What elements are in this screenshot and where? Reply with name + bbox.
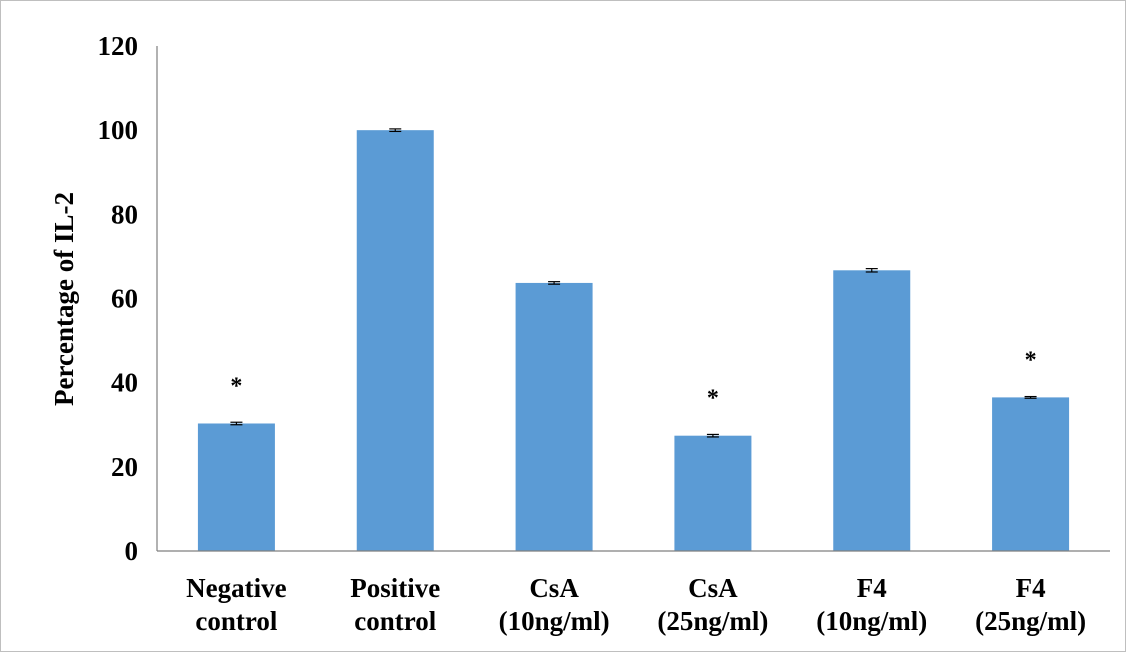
x-tick-label: CsA (25ng/ml) (657, 573, 768, 636)
x-tick-label: F4 (10ng/ml) (816, 573, 927, 636)
significance-asterisk: * (707, 386, 719, 412)
x-tick-label-line: (10ng/ml) (816, 606, 927, 636)
x-tick-label-line: (25ng/ml) (657, 606, 768, 636)
significance-markers: * * * (230, 347, 1036, 411)
axes (156, 46, 1110, 552)
bar (515, 282, 593, 551)
x-tick-label-line: control (195, 606, 277, 636)
significance-asterisk: * (1025, 347, 1037, 373)
significance-asterisk: * (230, 373, 242, 399)
y-tick-label: 20 (111, 452, 138, 482)
bar (674, 435, 752, 551)
x-tick-label-line: F4 (857, 573, 887, 603)
x-tick-label: Positive control (350, 573, 440, 636)
x-tick-label-line: CsA (529, 573, 579, 603)
x-tick-label-line: F4 (1016, 573, 1046, 603)
y-tick-label: 80 (111, 199, 138, 229)
bar (356, 130, 434, 551)
error-bars (230, 128, 1037, 438)
bar (197, 423, 275, 551)
bar (992, 397, 1070, 551)
x-tick-label-line: (10ng/ml) (499, 606, 610, 636)
x-tick-label-line: CsA (688, 573, 738, 603)
x-tick-label-line: Negative (186, 573, 286, 603)
y-tick-label: 100 (98, 115, 139, 145)
x-tick-label-line: Positive (350, 573, 440, 603)
y-axis-ticks: 0 20 40 60 80 100 120 (98, 31, 139, 566)
y-axis-title: Percentage of IL-2 (49, 192, 79, 406)
bars (197, 130, 1070, 551)
y-tick-label: 40 (111, 368, 138, 398)
x-tick-label-line: control (354, 606, 436, 636)
x-tick-label: CsA (10ng/ml) (499, 573, 610, 636)
y-tick-label: 60 (111, 284, 138, 314)
y-tick-label: 0 (125, 536, 139, 566)
y-tick-label: 120 (98, 31, 139, 61)
x-tick-label: F4 (25ng/ml) (975, 573, 1086, 636)
x-tick-label-line: (25ng/ml) (975, 606, 1086, 636)
bar (833, 270, 911, 551)
x-tick-label: Negative control (186, 573, 286, 636)
